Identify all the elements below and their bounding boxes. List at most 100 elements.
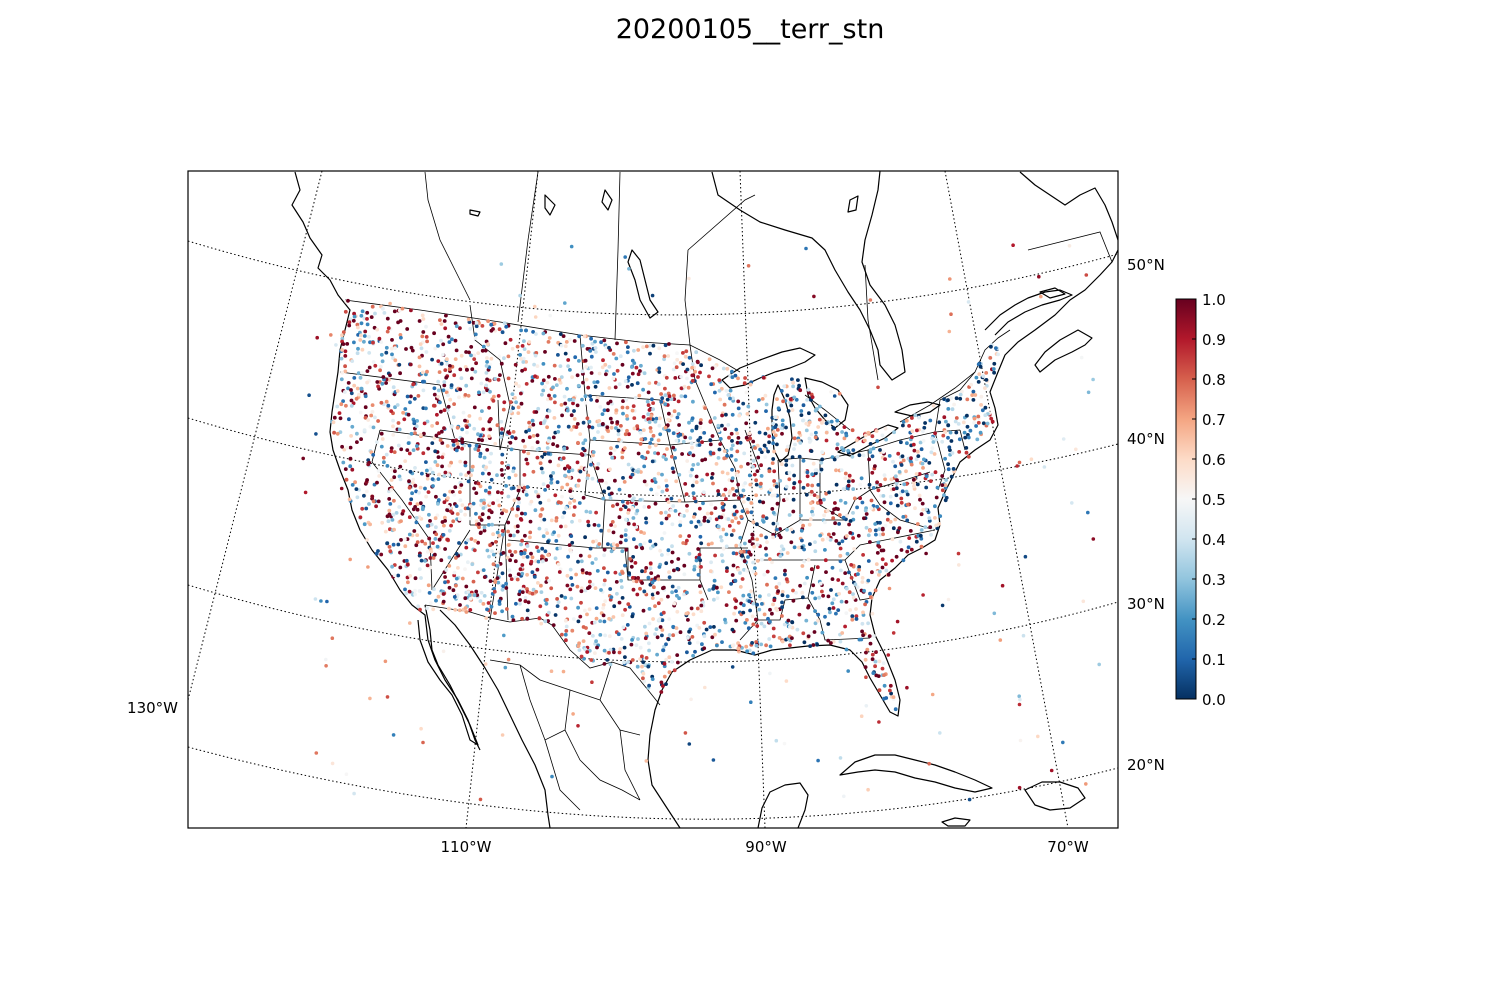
station-point — [882, 673, 886, 677]
station-point — [1091, 377, 1095, 382]
station-point — [734, 618, 739, 623]
station-point — [359, 321, 364, 326]
station-point — [647, 621, 652, 626]
station-point — [693, 649, 697, 654]
station-point — [736, 641, 740, 646]
station-point — [815, 642, 819, 647]
station-point — [891, 695, 896, 699]
station-point — [710, 635, 715, 640]
station-point — [457, 517, 462, 522]
station-point — [551, 471, 556, 475]
station-point — [624, 340, 628, 345]
station-point — [518, 353, 522, 357]
station-point — [809, 501, 813, 505]
station-point — [451, 519, 456, 524]
station-point — [513, 395, 517, 400]
station-point — [908, 529, 913, 533]
station-point — [446, 334, 451, 339]
station-point — [759, 621, 764, 626]
station-point — [315, 335, 320, 340]
station-point — [770, 507, 775, 511]
station-point — [739, 493, 744, 498]
station-point — [583, 358, 588, 363]
station-point — [730, 627, 735, 632]
station-point — [679, 513, 684, 518]
station-point — [435, 544, 440, 549]
station-point — [440, 464, 444, 469]
station-point — [433, 537, 438, 541]
station-point — [914, 472, 919, 476]
station-point — [783, 572, 787, 577]
station-point — [768, 488, 773, 492]
station-point — [647, 445, 652, 449]
station-point — [616, 632, 621, 637]
station-point — [367, 365, 372, 370]
station-point — [736, 376, 740, 381]
station-point — [901, 423, 905, 428]
station-point — [830, 455, 835, 459]
station-point — [572, 499, 577, 503]
station-point — [414, 543, 419, 548]
station-point — [765, 540, 769, 544]
station-point — [617, 487, 622, 492]
station-point — [727, 524, 732, 528]
station-point — [946, 462, 950, 467]
station-point — [684, 611, 689, 616]
station-point — [660, 628, 665, 632]
station-point — [730, 486, 735, 491]
station-point — [563, 344, 568, 349]
station-point — [755, 522, 759, 527]
station-point — [972, 420, 976, 425]
station-point — [563, 632, 568, 637]
station-point — [613, 524, 617, 528]
station-point — [497, 533, 502, 538]
station-point — [866, 621, 870, 626]
station-point — [453, 357, 458, 361]
station-point — [701, 490, 706, 495]
station-point — [610, 520, 615, 524]
station-point — [984, 378, 989, 382]
station-point — [880, 433, 885, 438]
station-point — [698, 590, 703, 595]
station-point — [915, 482, 920, 487]
station-point — [659, 399, 664, 404]
station-point — [499, 361, 504, 366]
station-point — [443, 326, 448, 331]
station-point — [754, 482, 759, 487]
station-point — [639, 470, 643, 474]
station-point — [349, 398, 354, 403]
station-point — [454, 448, 459, 453]
station-point — [690, 373, 695, 378]
station-point — [355, 322, 360, 327]
station-point — [1061, 437, 1066, 441]
station-point — [405, 394, 410, 399]
station-point — [578, 614, 583, 619]
station-point — [663, 386, 667, 391]
station-point — [775, 428, 780, 432]
station-point — [477, 525, 481, 530]
canadian-lake-1 — [469, 209, 481, 217]
station-point — [808, 542, 812, 546]
station-point — [818, 533, 823, 538]
station-point — [355, 386, 360, 391]
station-point — [505, 607, 509, 611]
station-point — [638, 542, 643, 547]
station-point — [443, 515, 447, 520]
station-point — [601, 358, 605, 363]
station-point — [623, 379, 628, 384]
station-point — [656, 485, 661, 489]
station-point — [464, 545, 469, 550]
station-point — [355, 351, 360, 356]
station-point — [924, 551, 928, 556]
station-point — [662, 585, 666, 590]
station-point — [921, 593, 925, 597]
station-point — [376, 469, 381, 473]
station-point — [946, 597, 951, 602]
station-point — [485, 388, 489, 393]
station-point — [672, 393, 676, 398]
station-point — [758, 499, 762, 504]
station-point — [1039, 294, 1043, 299]
station-point — [792, 473, 796, 478]
station-point — [585, 612, 589, 617]
station-point — [653, 419, 658, 424]
